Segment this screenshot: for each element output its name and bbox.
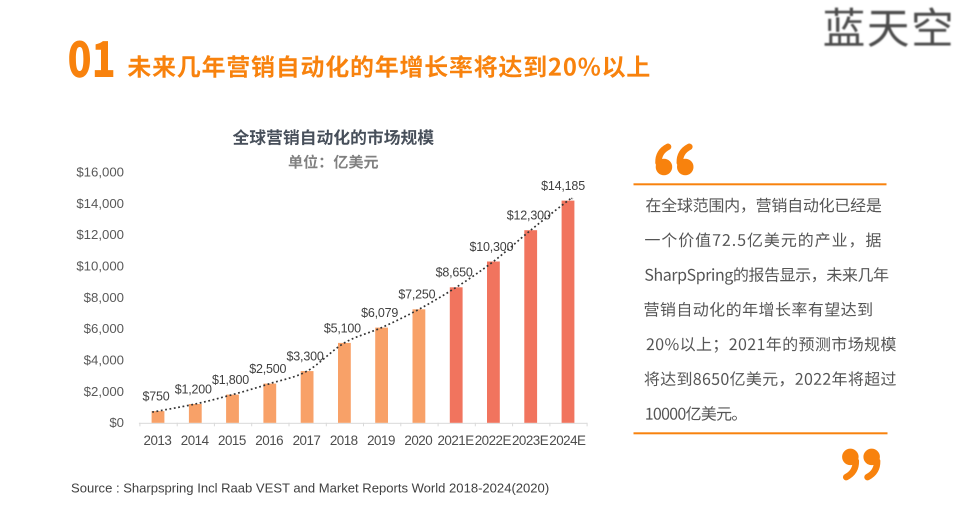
svg-text:$12,300: $12,300 — [507, 209, 551, 223]
svg-text:2018: 2018 — [330, 433, 358, 448]
svg-text:$14,000: $14,000 — [76, 196, 124, 211]
svg-text:$16,000: $16,000 — [76, 164, 124, 179]
svg-text:$3,300: $3,300 — [287, 350, 324, 364]
svg-text:$10,000: $10,000 — [76, 258, 124, 273]
svg-text:$0: $0 — [109, 415, 124, 430]
svg-text:$6,079: $6,079 — [361, 306, 398, 320]
svg-text:$2,000: $2,000 — [84, 384, 124, 399]
svg-text:2022E: 2022E — [475, 433, 512, 448]
svg-text:$1,200: $1,200 — [175, 382, 212, 396]
svg-text:$1,800: $1,800 — [212, 373, 249, 387]
svg-text:2024E: 2024E — [549, 433, 586, 448]
svg-text:$5,100: $5,100 — [324, 321, 361, 335]
svg-text:2019: 2019 — [367, 433, 395, 448]
svg-text:2020: 2020 — [404, 433, 432, 448]
svg-text:2016: 2016 — [255, 433, 283, 448]
svg-text:$12,000: $12,000 — [76, 227, 124, 242]
svg-text:2023E: 2023E — [512, 433, 549, 448]
svg-text:2017: 2017 — [293, 433, 321, 448]
svg-text:$10,300: $10,300 — [470, 240, 514, 254]
svg-text:2013: 2013 — [144, 433, 172, 448]
svg-text:Source : Sharpspring Incl Raab: Source : Sharpspring Incl Raab VEST and … — [71, 481, 549, 496]
svg-text:$8,650: $8,650 — [436, 266, 473, 280]
svg-text:2021E: 2021E — [437, 433, 474, 448]
svg-text:$750: $750 — [142, 389, 169, 403]
svg-text:$2,500: $2,500 — [249, 362, 286, 376]
svg-text:$8,000: $8,000 — [84, 290, 124, 305]
svg-text:2015: 2015 — [218, 433, 246, 448]
svg-text:$6,000: $6,000 — [84, 321, 124, 336]
svg-text:$7,250: $7,250 — [398, 288, 435, 302]
svg-text:$4,000: $4,000 — [84, 352, 124, 367]
svg-text:$14,185: $14,185 — [541, 179, 585, 193]
svg-text:2014: 2014 — [181, 433, 210, 448]
